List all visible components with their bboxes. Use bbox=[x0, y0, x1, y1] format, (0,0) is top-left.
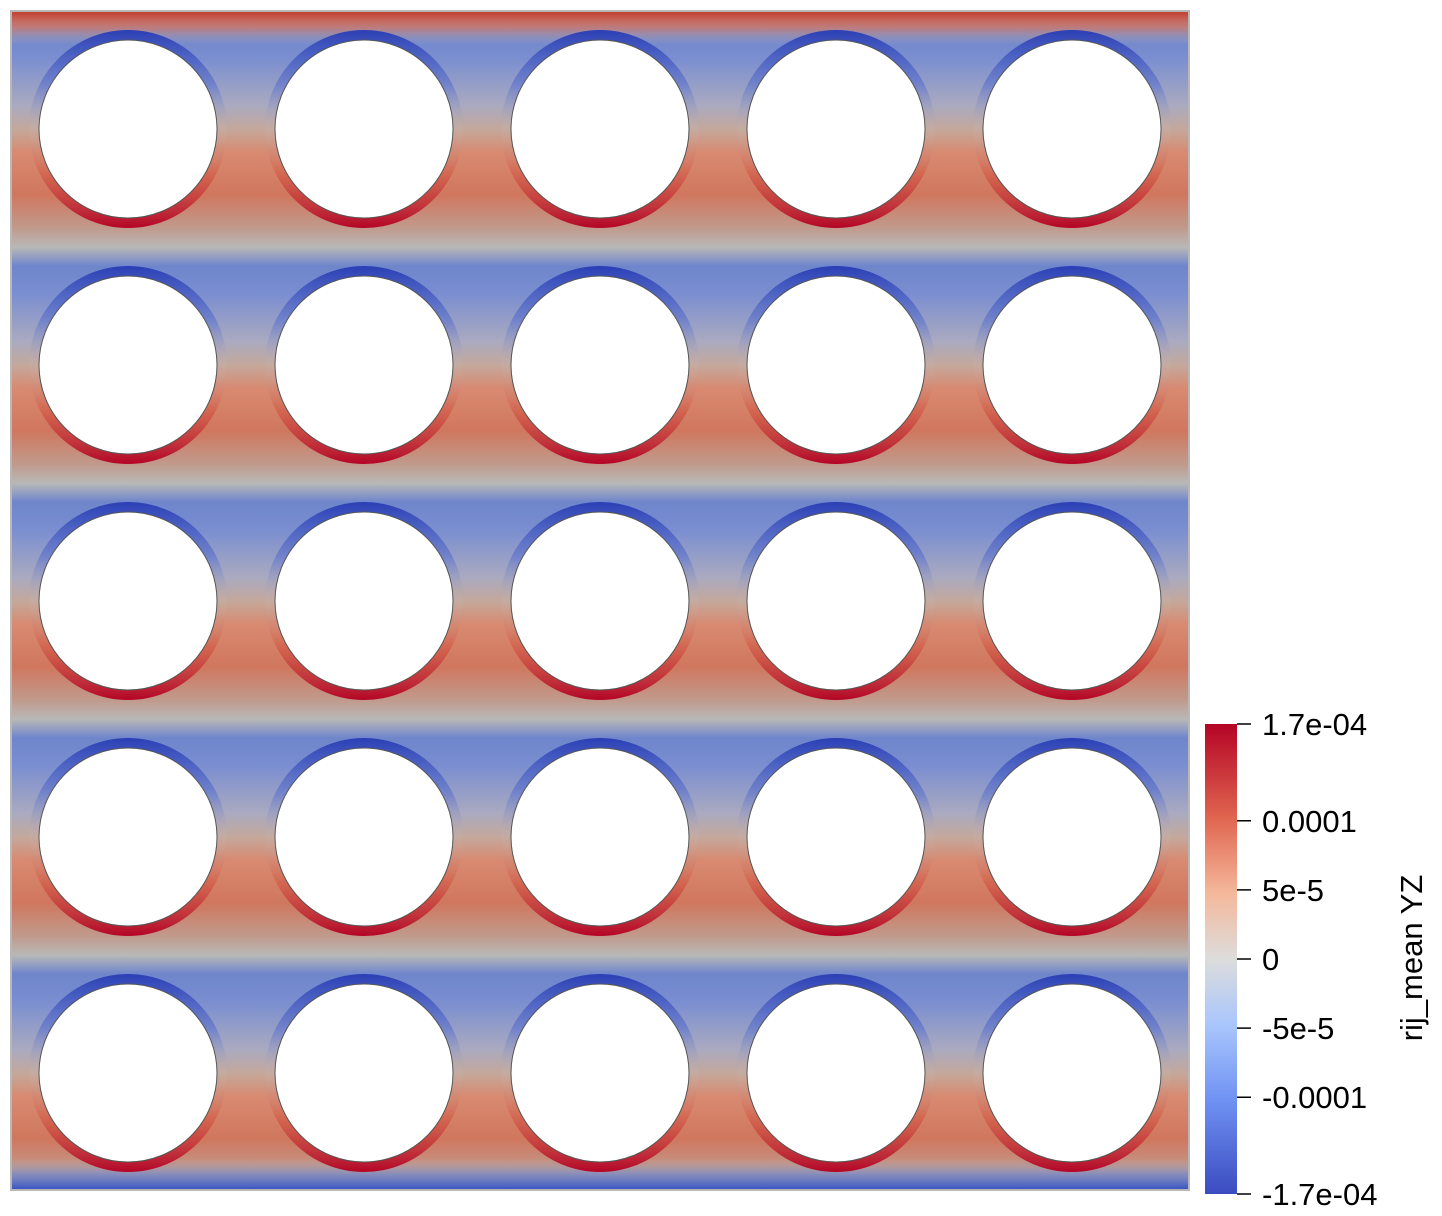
colorbar-gradient bbox=[1205, 724, 1237, 1194]
tube-hole bbox=[982, 39, 1162, 219]
tube-hole bbox=[746, 747, 926, 927]
tube-hole bbox=[982, 511, 1162, 691]
colorbar-title: rij_mean YZ bbox=[1394, 875, 1429, 1042]
tube-hole bbox=[510, 275, 690, 455]
tube-hole bbox=[982, 983, 1162, 1163]
colorbar-tick-label: 0 bbox=[1262, 942, 1279, 977]
tube-hole bbox=[274, 747, 454, 927]
colorbar-ticks: 1.7e-04 0.0001 5e-5 0 -5e-5 -0.0001 -1.7e-04 bbox=[1237, 707, 1377, 1212]
colorbar-tick-label: 0.0001 bbox=[1262, 804, 1357, 839]
tube-hole bbox=[38, 983, 218, 1163]
tube-hole bbox=[510, 39, 690, 219]
tube-hole bbox=[982, 747, 1162, 927]
colorbar-tick-label: -0.0001 bbox=[1262, 1080, 1367, 1115]
tube-hole bbox=[38, 275, 218, 455]
tube-hole bbox=[746, 275, 926, 455]
colorbar-tick-label: -5e-5 bbox=[1262, 1011, 1334, 1046]
tube-hole bbox=[746, 511, 926, 691]
tube-hole bbox=[274, 275, 454, 455]
tube-hole bbox=[510, 983, 690, 1163]
tube-hole bbox=[274, 983, 454, 1163]
tube-hole bbox=[510, 511, 690, 691]
tube-hole bbox=[38, 39, 218, 219]
tube-hole bbox=[746, 983, 926, 1163]
tube-hole bbox=[510, 747, 690, 927]
colorbar: 1.7e-04 0.0001 5e-5 0 -5e-5 -0.0001 -1.7e-04 r… bbox=[1205, 707, 1429, 1212]
field-border bbox=[10, 10, 1190, 1191]
colorbar-tick-label: 1.7e-04 bbox=[1262, 707, 1367, 742]
tube-hole bbox=[274, 39, 454, 219]
contour-field bbox=[11, 11, 1189, 1190]
tube-hole bbox=[746, 39, 926, 219]
tube-hole bbox=[982, 275, 1162, 455]
colorbar-tick-label: 5e-5 bbox=[1262, 873, 1324, 908]
tube-holes bbox=[29, 30, 1171, 1172]
tube-hole bbox=[274, 511, 454, 691]
colorbar-tick-label: -1.7e-04 bbox=[1262, 1177, 1377, 1212]
tube-hole bbox=[38, 747, 218, 927]
tube-hole bbox=[38, 511, 218, 691]
